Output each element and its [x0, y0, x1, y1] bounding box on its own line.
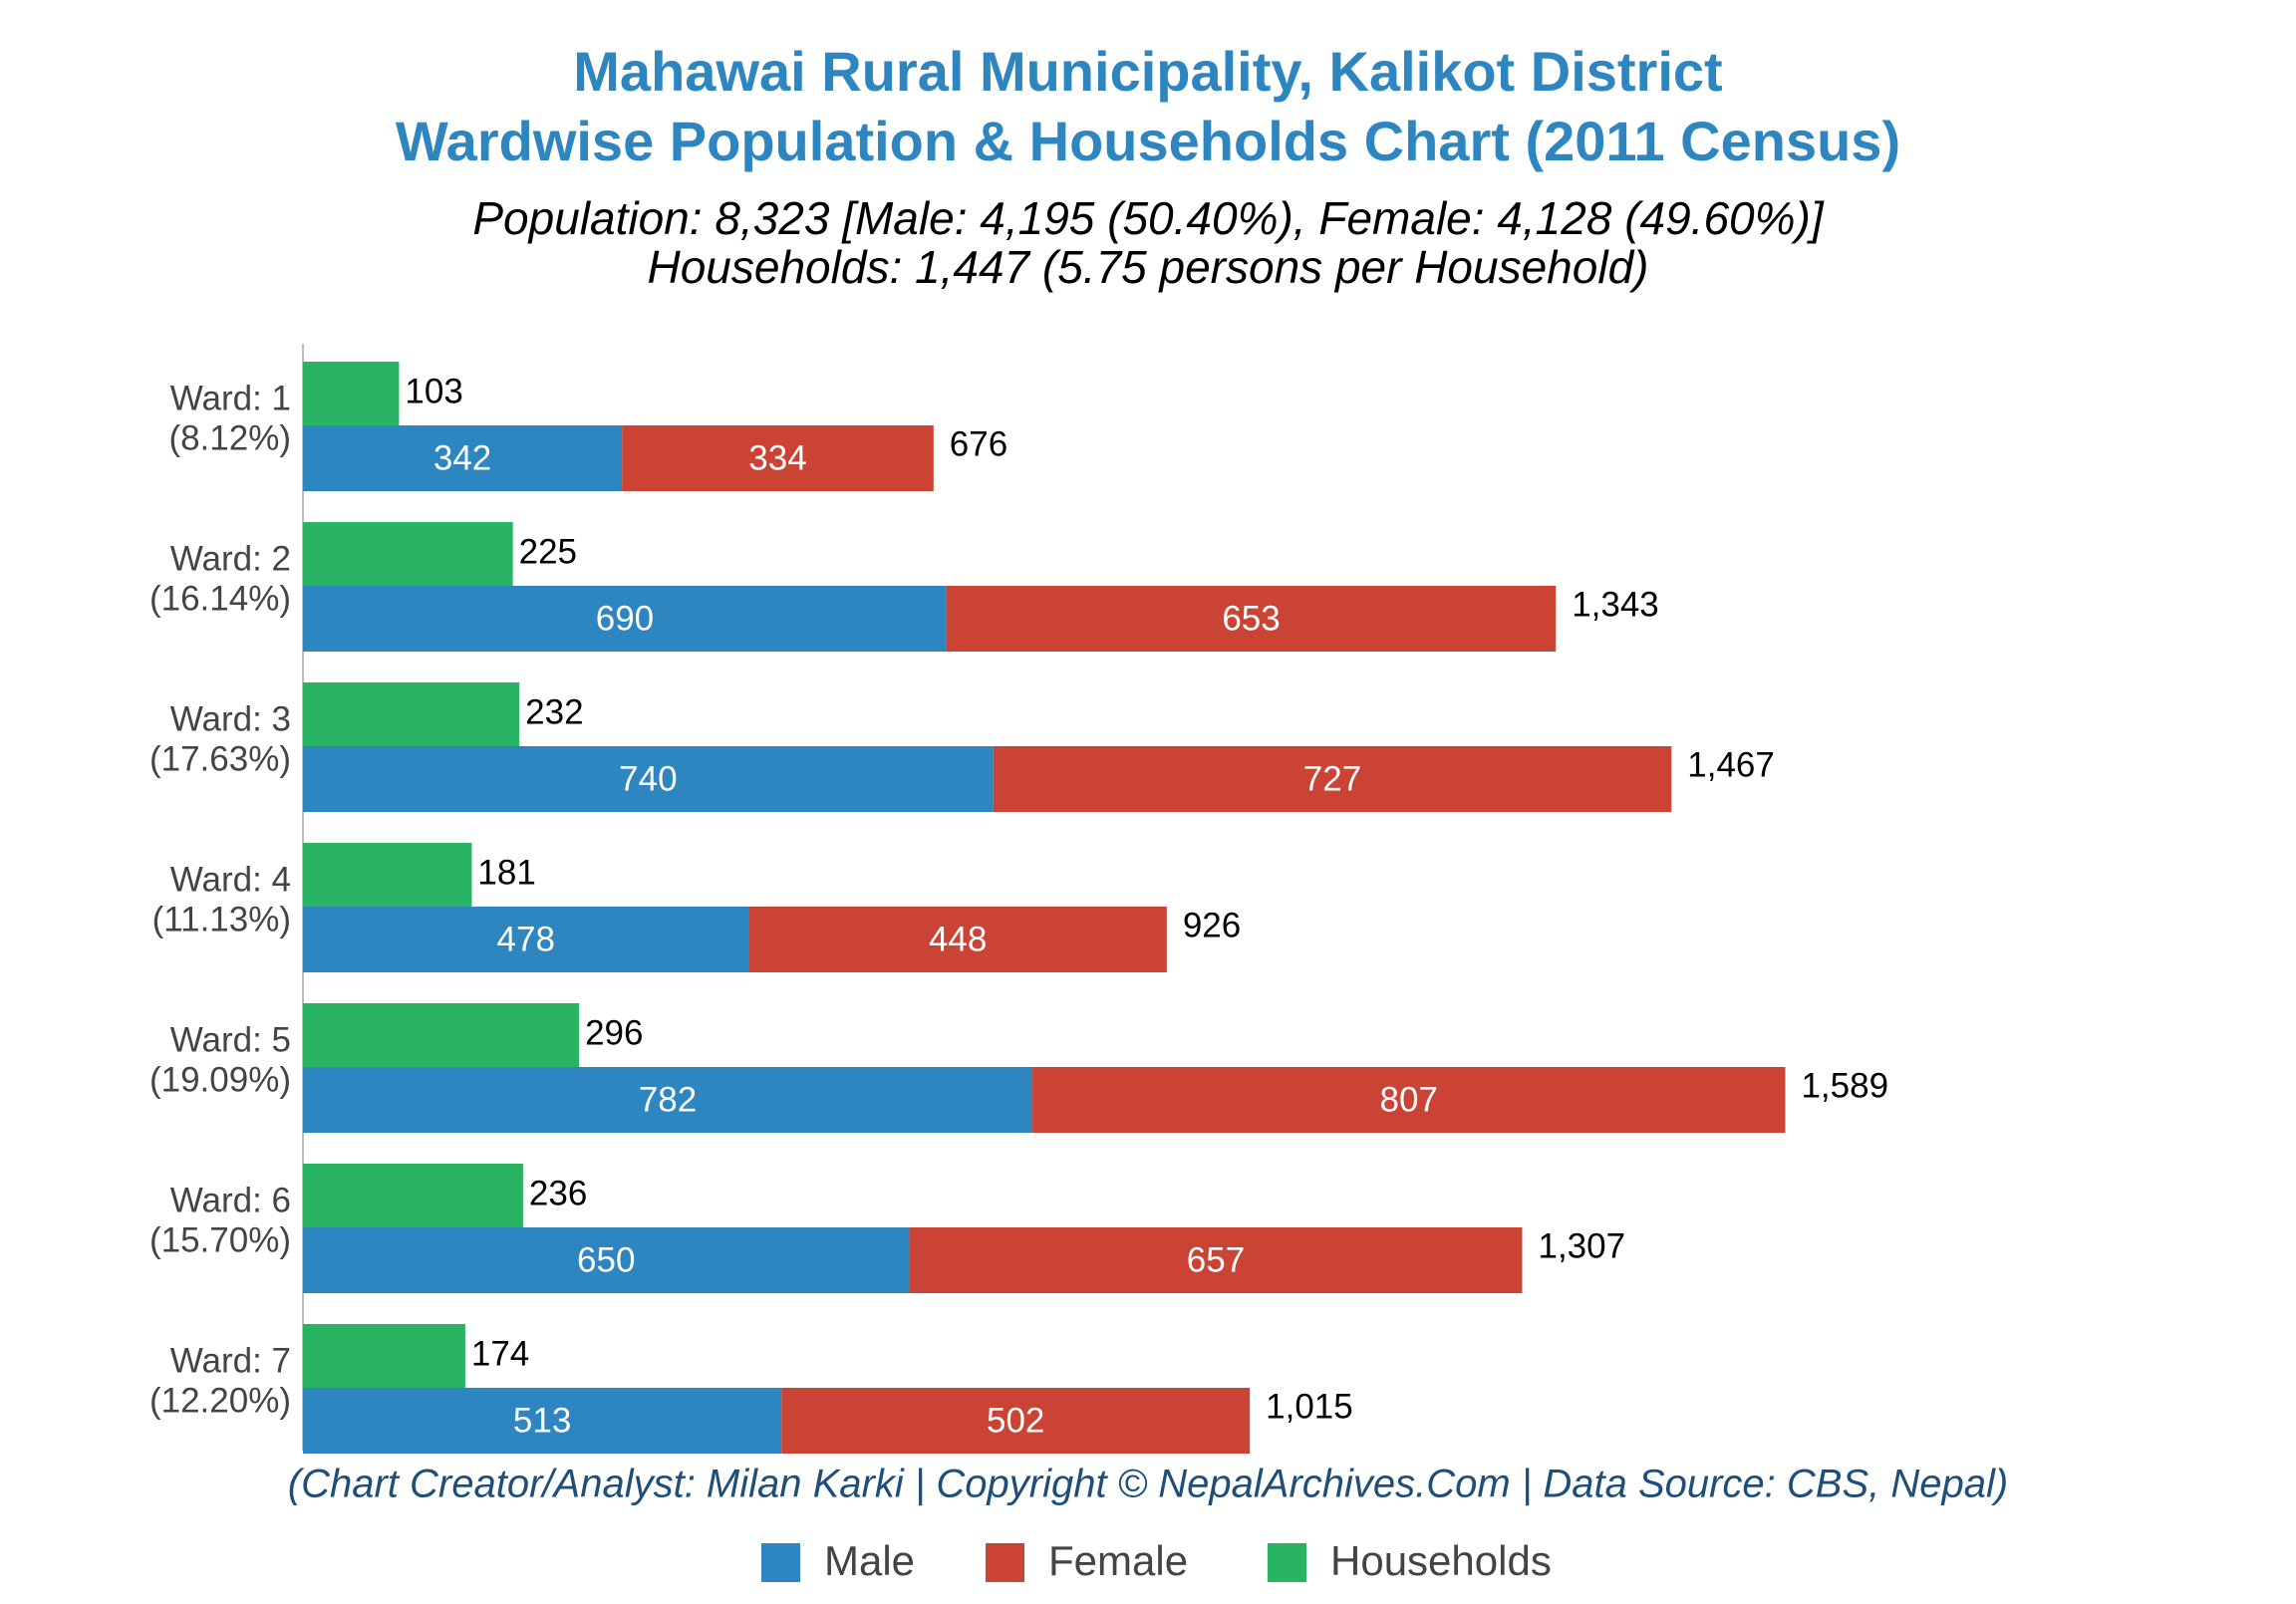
- total-label: 1,589: [1801, 1066, 1888, 1105]
- data-label: 236: [529, 1174, 587, 1212]
- population-bar: [303, 1067, 1033, 1133]
- population-bar: [303, 425, 623, 491]
- data-label: 657: [1187, 1240, 1245, 1279]
- total-label: 1,307: [1538, 1226, 1625, 1265]
- legend-label: Female: [1048, 1537, 1188, 1584]
- population-bar: [781, 1388, 1251, 1454]
- total-label: 926: [1183, 906, 1241, 944]
- y-tick-label: Ward: 1: [170, 379, 291, 417]
- y-tick-label: (16.14%): [149, 579, 291, 618]
- household-bar: [303, 682, 520, 746]
- population-bar: [748, 907, 1167, 972]
- total-label: 1,015: [1266, 1387, 1353, 1426]
- y-tick-label: (15.70%): [149, 1220, 291, 1259]
- data-label: 225: [519, 532, 577, 571]
- total-label: 1,343: [1572, 585, 1659, 624]
- data-label: 342: [433, 438, 491, 477]
- data-label: 502: [987, 1401, 1044, 1440]
- chart-subtitle: Population: 8,323 [Male: 4,195 (50.40%),…: [472, 192, 1824, 244]
- data-label: 782: [639, 1080, 697, 1119]
- data-label: 727: [1303, 759, 1361, 798]
- data-label: 807: [1380, 1080, 1438, 1119]
- legend-swatch: [761, 1543, 800, 1582]
- y-tick-label: Ward: 5: [170, 1020, 291, 1059]
- legend-swatch: [986, 1543, 1024, 1582]
- y-tick-label: Ward: 6: [170, 1181, 291, 1219]
- data-label: 334: [748, 438, 806, 477]
- total-label: 676: [950, 424, 1007, 463]
- y-tick-label: (12.20%): [149, 1381, 291, 1420]
- y-tick-label: Ward: 4: [170, 860, 291, 899]
- population-bar: [946, 586, 1557, 652]
- household-bar: [303, 843, 472, 907]
- data-label: 174: [471, 1334, 529, 1373]
- total-label: 1,467: [1687, 745, 1775, 784]
- data-label: 513: [513, 1401, 571, 1440]
- household-bar: [303, 1003, 580, 1067]
- legend-swatch: [1268, 1543, 1306, 1582]
- data-label: 650: [577, 1240, 635, 1279]
- population-bar: [303, 1388, 782, 1454]
- data-label: 296: [585, 1013, 643, 1052]
- chart-title: Mahawai Rural Municipality, Kalikot Dist…: [573, 40, 1722, 103]
- data-label: 740: [619, 759, 677, 798]
- household-bar: [303, 1324, 465, 1388]
- chart-subtitle: Households: 1,447 (5.75 persons per Hous…: [648, 241, 1649, 293]
- y-tick-label: (17.63%): [149, 739, 291, 778]
- y-tick-label: (11.13%): [152, 900, 291, 938]
- data-label: 448: [929, 920, 987, 958]
- y-tick-label: Ward: 2: [170, 539, 291, 578]
- population-bar: [909, 1227, 1523, 1293]
- population-bar: [303, 586, 947, 652]
- household-bar: [303, 1164, 523, 1227]
- data-label: 653: [1222, 599, 1280, 638]
- household-bar: [303, 522, 513, 586]
- chart-title: Wardwise Population & Households Chart (…: [396, 110, 1900, 172]
- population-bar: [303, 746, 994, 812]
- population-bar: [993, 746, 1672, 812]
- data-label: 690: [596, 599, 654, 638]
- population-bar: [622, 425, 934, 491]
- legend-label: Households: [1330, 1537, 1552, 1584]
- household-bar: [303, 362, 400, 425]
- y-tick-label: Ward: 3: [170, 699, 291, 738]
- data-label: 478: [497, 920, 555, 958]
- population-bar: [303, 907, 749, 972]
- population-bar: [303, 1227, 910, 1293]
- y-tick-label: (19.09%): [149, 1060, 291, 1099]
- data-label: 181: [477, 853, 535, 892]
- legend-label: Male: [824, 1537, 915, 1584]
- data-label: 232: [525, 692, 583, 731]
- data-label: 103: [405, 372, 462, 410]
- y-tick-label: Ward: 7: [170, 1341, 291, 1380]
- footer: (Chart Creator/Analyst: Milan Karki | Co…: [288, 1463, 2008, 1506]
- y-tick-label: (8.12%): [168, 418, 291, 457]
- population-bar: [1032, 1067, 1786, 1133]
